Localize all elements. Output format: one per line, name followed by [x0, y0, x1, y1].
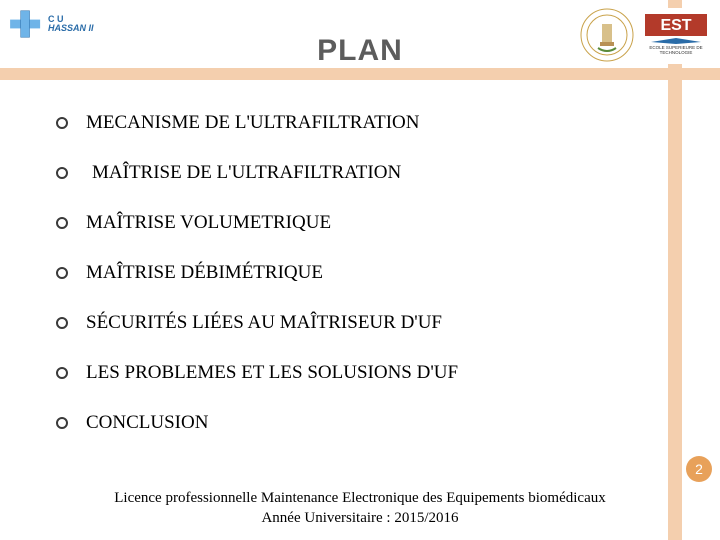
accent-stripe-vertical [668, 0, 682, 540]
bullet-icon [56, 317, 68, 329]
footer-line-1: Licence professionnelle Maintenance Elec… [0, 489, 720, 509]
list-item: MAÎTRISE DÉBIMÉTRIQUE [56, 262, 636, 284]
list-item: MAÎTRISE VOLUMETRIQUE [56, 212, 636, 234]
list-item: LES PROBLEMES ET LES SOLUSIONS D'UF [56, 362, 636, 384]
page-number-badge: 2 [686, 456, 712, 482]
slide-footer: Licence professionnelle Maintenance Elec… [0, 489, 720, 528]
bullet-list: MECANISME DE L'ULTRAFILTRATION MAÎTRISE … [56, 112, 636, 462]
accent-stripe-horizontal [0, 68, 720, 80]
bullet-text: LES PROBLEMES ET LES SOLUSIONS D'UF [86, 362, 458, 384]
list-item: MECANISME DE L'ULTRAFILTRATION [56, 112, 636, 134]
bullet-icon [56, 417, 68, 429]
bullet-icon [56, 367, 68, 379]
bullet-icon [56, 117, 68, 129]
bullet-text: MAÎTRISE VOLUMETRIQUE [86, 212, 331, 234]
bullet-text: CONCLUSION [86, 412, 208, 434]
list-item: MAÎTRISE DE L'ULTRAFILTRATION [56, 162, 636, 184]
bullet-text: SÉCURITÉS LIÉES AU MAÎTRISEUR D'UF [86, 312, 442, 334]
est-text: EST [660, 17, 691, 34]
bullet-icon [56, 267, 68, 279]
bullet-icon [56, 217, 68, 229]
bullet-text: MAÎTRISE DE L'ULTRAFILTRATION [92, 162, 401, 184]
slide-title: PLAN [0, 34, 720, 68]
bullet-text: MECANISME DE L'ULTRAFILTRATION [86, 112, 419, 134]
footer-line-2: Année Universitaire : 2015/2016 [0, 509, 720, 529]
list-item: SÉCURITÉS LIÉES AU MAÎTRISEUR D'UF [56, 312, 636, 334]
bullet-text: MAÎTRISE DÉBIMÉTRIQUE [86, 262, 323, 284]
page-number: 2 [695, 461, 703, 477]
bullet-icon [56, 167, 68, 179]
list-item: CONCLUSION [56, 412, 636, 434]
logo-left-text-bottom: HASSAN II [48, 24, 94, 33]
